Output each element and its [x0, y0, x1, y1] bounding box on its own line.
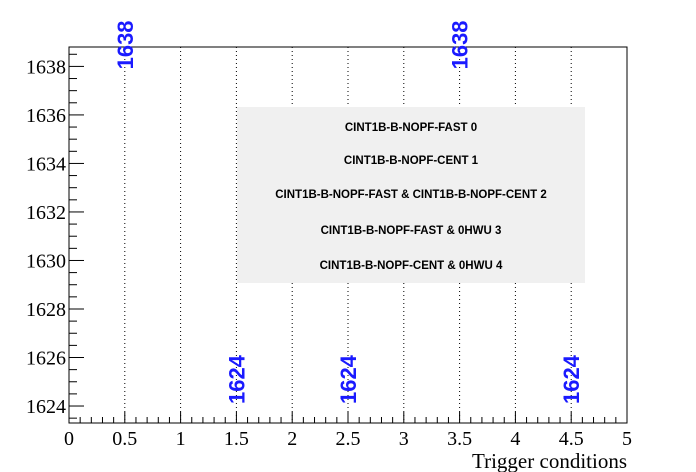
- legend-entry: CINT1B-B-NOPF-FAST & CINT1B-B-NOPF-CENT …: [275, 189, 547, 201]
- x-tick-label: 4: [510, 428, 520, 450]
- x-tick-label: 0: [64, 428, 74, 450]
- x-tick-label: 4.5: [559, 428, 584, 450]
- x-tick-label: 2: [287, 428, 297, 450]
- x-axis-title: Trigger conditions: [472, 449, 627, 472]
- x-tick-label: 0.5: [112, 428, 137, 450]
- x-axis: 0 0.5 1 1.5 2 2.5 3 3.5 4 4.5 5: [64, 412, 632, 450]
- y-tick-label: 1636: [26, 105, 66, 127]
- data-point-label: 1638: [448, 20, 473, 69]
- y-tick-label: 1624: [26, 396, 66, 418]
- legend-entry: CINT1B-B-NOPF-CENT 1: [344, 155, 479, 167]
- y-tick-label: 1638: [26, 56, 66, 78]
- y-tick-label: 1634: [26, 153, 66, 175]
- legend-box: [237, 107, 585, 283]
- x-tick-label: 1: [176, 428, 186, 450]
- data-point-label: 1638: [113, 20, 138, 69]
- x-tick-label: 3.5: [447, 428, 472, 450]
- data-point-label: 1624: [559, 354, 584, 404]
- y-tick-label: 1628: [26, 299, 66, 321]
- x-tick-label: 1.5: [224, 428, 249, 450]
- y-tick-label: 1630: [26, 250, 66, 272]
- legend-entry: CINT1B-B-NOPF-CENT & 0HWU 4: [320, 260, 503, 272]
- y-axis: 1624 1626 1628 1630 1632 1634 1636 1638: [26, 53, 84, 419]
- data-point-label: 1624: [336, 354, 361, 404]
- y-tick-label: 1632: [26, 202, 66, 224]
- data-point-labels: 1638 1624 1624 1638 1624: [113, 20, 584, 404]
- x-tick-label: 3: [399, 428, 409, 450]
- x-tick-label: 2.5: [336, 428, 361, 450]
- y-tick-label: 1626: [26, 348, 66, 370]
- x-tick-label: 5: [622, 428, 632, 450]
- legend: CINT1B-B-NOPF-FAST 0 CINT1B-B-NOPF-CENT 1…: [275, 122, 547, 272]
- data-point-label: 1624: [224, 354, 249, 404]
- legend-entry: CINT1B-B-NOPF-FAST 0: [345, 122, 477, 134]
- legend-entry: CINT1B-B-NOPF-FAST & 0HWU 3: [321, 225, 502, 237]
